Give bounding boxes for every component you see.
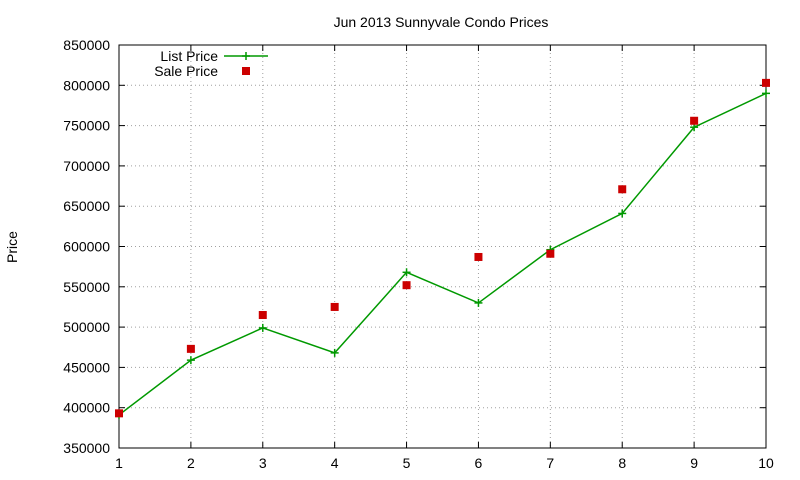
sale-price-point	[546, 249, 555, 258]
y-tick-label: 850000	[63, 37, 110, 53]
y-tick-label: 700000	[63, 158, 110, 174]
sale-price-point	[402, 281, 411, 290]
y-tick-label: 750000	[63, 118, 110, 134]
sale-price-point	[762, 78, 770, 87]
legend-label-list-price: List Price	[160, 48, 218, 64]
y-tick-label: 400000	[63, 400, 110, 416]
x-tick-label: 9	[690, 455, 698, 471]
list-price-point	[258, 323, 267, 332]
y-tick-label: 350000	[63, 440, 110, 456]
sale-price-point	[258, 311, 267, 320]
y-axis-label: Price	[4, 231, 20, 263]
x-tick-label: 2	[187, 455, 195, 471]
x-tick-label: 7	[546, 455, 554, 471]
series-layer	[115, 78, 770, 419]
x-tick-label: 10	[758, 455, 774, 471]
legend-label-sale-price: Sale Price	[154, 63, 218, 79]
x-tick-label: 6	[475, 455, 483, 471]
chart-title: Jun 2013 Sunnyvale Condo Prices	[334, 14, 549, 30]
x-tick-label: 5	[403, 455, 411, 471]
x-tick-label: 8	[618, 455, 626, 471]
list-price-point	[402, 268, 411, 277]
sale-price-point	[330, 302, 339, 311]
sale-price-point	[690, 116, 699, 125]
list-price-point	[186, 356, 195, 365]
sale-price-point	[186, 344, 195, 353]
plot-frame	[118, 44, 767, 449]
x-tick-label: 1	[115, 455, 123, 471]
sale-price-series	[115, 78, 770, 418]
list-price-point	[474, 298, 483, 307]
sale-price-point	[115, 409, 123, 418]
x-tick-label: 3	[259, 455, 267, 471]
sale-price-point	[474, 252, 483, 261]
sale-price-point	[618, 185, 627, 194]
legend-marker-list-price	[242, 52, 250, 60]
axis-ticks: 350000 400000 450000 500000 550000 600000 6500…	[63, 37, 774, 471]
x-tick-label: 4	[331, 455, 339, 471]
y-tick-label: 600000	[63, 239, 110, 255]
grid	[119, 45, 766, 448]
y-tick-label: 650000	[63, 198, 110, 214]
list-price-series	[115, 89, 770, 419]
y-tick-label: 450000	[63, 359, 110, 375]
y-tick-label: 550000	[63, 279, 110, 295]
legend-marker-sale-price	[242, 67, 250, 75]
list-price-point	[618, 209, 627, 218]
list-price-point	[762, 89, 770, 98]
list-price-point	[330, 348, 339, 357]
y-tick-label: 800000	[63, 77, 110, 93]
y-tick-label: 500000	[63, 319, 110, 335]
list-price-line	[118, 92, 767, 416]
